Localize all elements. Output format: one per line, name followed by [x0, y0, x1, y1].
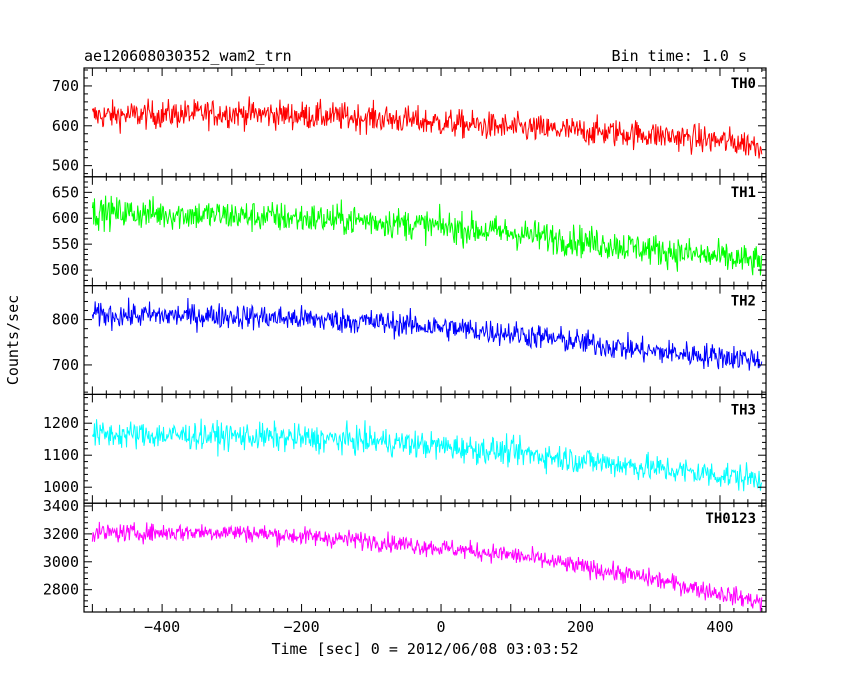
y-tick-label: 1000	[43, 478, 79, 496]
y-tick-label: 550	[52, 235, 79, 253]
y-tick-label: 600	[52, 209, 79, 227]
panel-frame	[83, 502, 767, 613]
panel-th2: 700 800 TH2	[52, 285, 767, 396]
panel-label-th1: TH1	[731, 185, 756, 201]
y-tick-label: 2800	[43, 581, 79, 599]
y-tick-label: 3000	[43, 553, 79, 571]
y-axis-title: Counts/sec	[4, 295, 22, 385]
panel-label-th0123: TH0123	[705, 511, 756, 527]
x-axis-title: Time [sec] 0 = 2012/06/08 03:03:52	[271, 640, 578, 658]
panel-frame	[83, 67, 767, 178]
chart-title: ae120608030352_wam2_trn	[84, 47, 292, 65]
series-th3-line	[91, 418, 763, 492]
y-tick-label: 700	[52, 356, 79, 374]
y-tick-label: 1200	[43, 414, 79, 432]
x-tick-label: −200	[284, 618, 320, 636]
x-tick-label: 400	[706, 618, 733, 636]
panel-th0: 500 600 700 TH0	[52, 67, 767, 178]
x-tick-label: −400	[144, 618, 180, 636]
y-tick-label: 3400	[43, 497, 79, 515]
y-tick-label: 800	[52, 311, 79, 329]
y-tick-label: 1100	[43, 446, 79, 464]
panel-label-th2: TH2	[731, 294, 756, 310]
series-th1-line	[91, 195, 763, 276]
series-th0-line	[91, 96, 763, 159]
y-tick-label: 650	[52, 183, 79, 201]
panel-label-th3: TH3	[731, 402, 756, 418]
panels-layer: 500 600 700 TH0 500 550 600 650 TH1 700 800 TH2 1000…	[43, 67, 767, 636]
y-tick-label: 600	[52, 117, 79, 135]
panel-th3: 1000 1100 1200 TH3	[43, 393, 767, 504]
bin-time-label: Bin time: 1.0 s	[612, 47, 747, 65]
panel-th1: 500 550 600 650 TH1	[52, 176, 767, 287]
y-tick-label: 500	[52, 157, 79, 175]
y-tick-label: 3200	[43, 525, 79, 543]
y-tick-label: 500	[52, 261, 79, 279]
x-tick-label: 200	[567, 618, 594, 636]
y-tick-label: 700	[52, 77, 79, 95]
panel-label-th0: TH0	[731, 76, 756, 92]
x-tick-label: 0	[437, 618, 446, 636]
series-th0123-line	[91, 521, 763, 612]
panel-th0123: 2800 3000 3200 3400 TH0123	[43, 497, 767, 613]
series-th2-line	[91, 297, 763, 371]
panel-frame	[83, 285, 767, 396]
